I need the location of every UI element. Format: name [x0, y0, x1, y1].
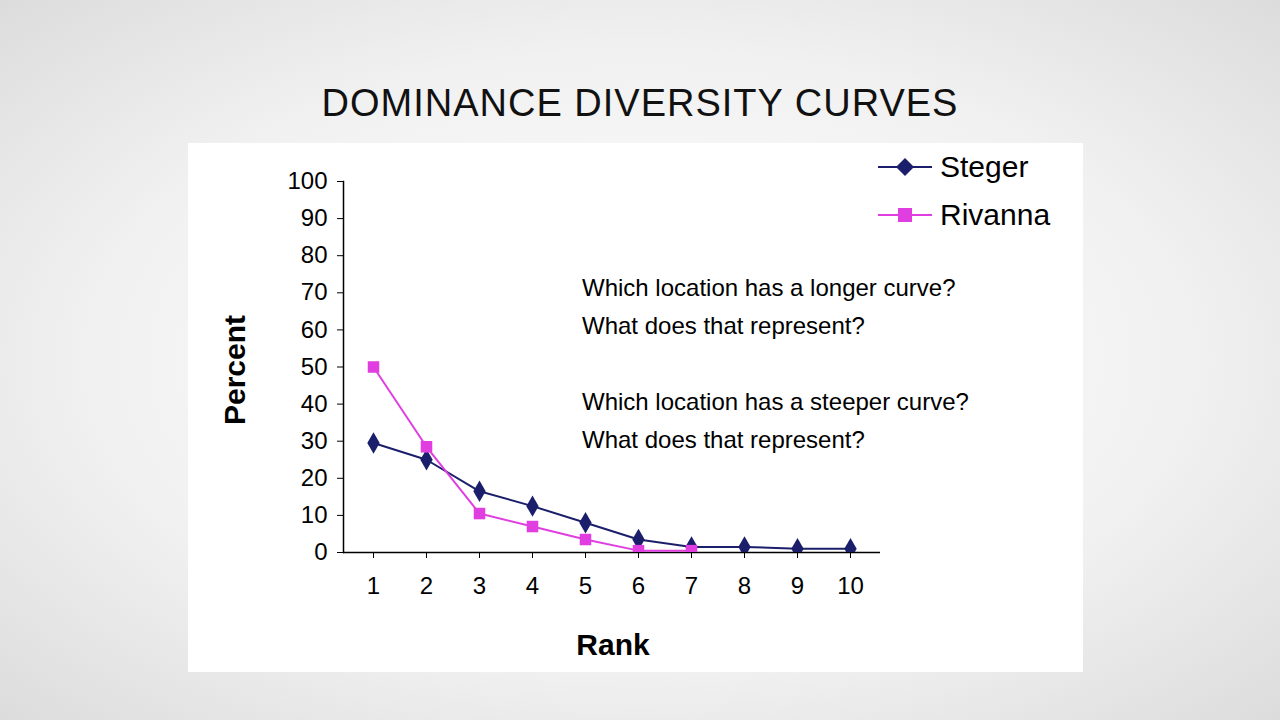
html-text:Rivanna: Rivanna — [940, 198, 1051, 231]
svg-text:10: 10 — [301, 501, 328, 528]
html-text:Percent: Percent — [218, 315, 251, 425]
svg-text:30: 30 — [301, 427, 328, 454]
svg-text:90: 90 — [301, 204, 328, 231]
svg-text:60: 60 — [301, 316, 328, 343]
html-text:Steger: Steger — [940, 150, 1029, 183]
svg-text:20: 20 — [301, 464, 328, 491]
svg-text:40: 40 — [301, 390, 328, 417]
svg-text:5: 5 — [579, 572, 592, 599]
html-text:What does that represent?: What does that represent? — [582, 312, 865, 339]
svg-text:50: 50 — [301, 353, 328, 380]
html-text:Which location has a steeper c: Which location has a steeper curve? — [582, 388, 969, 415]
svg-text:8: 8 — [738, 572, 751, 599]
svg-text:0: 0 — [314, 538, 327, 565]
html-text:Which location has a longer cu: Which location has a longer curve? — [582, 274, 956, 301]
svg-text:6: 6 — [632, 572, 645, 599]
svg-text:1: 1 — [367, 572, 380, 599]
svg-text:9: 9 — [791, 572, 804, 599]
html-text:DOMINANCE DIVERSITY CURVES: DOMINANCE DIVERSITY CURVES — [321, 82, 959, 124]
svg-text:2: 2 — [420, 572, 433, 599]
svg-text:3: 3 — [473, 572, 486, 599]
html-text:Rank: Rank — [576, 628, 650, 661]
svg-text:10: 10 — [837, 572, 864, 599]
svg-text:7: 7 — [685, 572, 698, 599]
svg-text:100: 100 — [287, 167, 327, 194]
svg-text:4: 4 — [526, 572, 539, 599]
svg-text:80: 80 — [301, 241, 328, 268]
html-text:What does that represent?: What does that represent? — [582, 426, 865, 453]
svg-text:70: 70 — [301, 278, 328, 305]
